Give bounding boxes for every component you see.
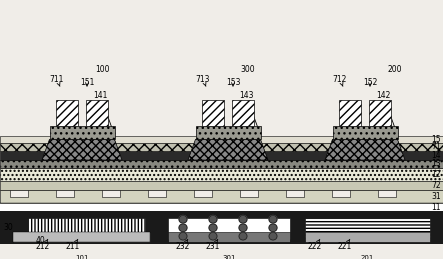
Bar	[332, 190, 350, 197]
Text: 30: 30	[3, 223, 13, 232]
Bar	[286, 190, 304, 197]
Text: 222: 222	[308, 239, 322, 251]
Bar	[378, 190, 396, 197]
Circle shape	[209, 224, 217, 232]
Text: 201: 201	[361, 255, 374, 259]
Circle shape	[209, 215, 217, 223]
Bar	[0, 143, 443, 150]
Circle shape	[269, 233, 277, 240]
Polygon shape	[188, 139, 268, 160]
Text: 143: 143	[239, 91, 259, 130]
Text: 132: 132	[388, 144, 402, 153]
Bar	[0, 190, 443, 203]
Bar	[148, 190, 166, 197]
Bar	[202, 100, 224, 126]
Bar	[28, 218, 145, 239]
Bar	[305, 233, 430, 242]
Bar	[0, 168, 443, 181]
Bar	[102, 190, 120, 197]
Bar	[13, 233, 150, 242]
Text: 212: 212	[36, 239, 50, 251]
Bar	[168, 233, 290, 242]
Text: 211: 211	[66, 239, 80, 251]
Circle shape	[179, 224, 187, 232]
Polygon shape	[325, 139, 405, 160]
Circle shape	[269, 224, 277, 232]
Text: 101: 101	[75, 255, 88, 259]
Text: 713: 713	[196, 75, 210, 86]
Text: 11: 11	[431, 203, 441, 212]
Circle shape	[179, 215, 187, 223]
Text: 231: 231	[206, 239, 220, 251]
Bar	[0, 136, 443, 143]
Polygon shape	[42, 139, 122, 160]
Text: 142: 142	[376, 91, 396, 130]
Bar	[86, 100, 108, 126]
Bar	[194, 190, 212, 197]
Circle shape	[239, 233, 247, 240]
Text: 40: 40	[35, 236, 45, 246]
Bar	[333, 126, 398, 139]
Bar	[369, 100, 391, 126]
Bar	[13, 233, 150, 242]
Bar	[50, 126, 115, 139]
Bar	[0, 203, 443, 211]
Bar	[0, 160, 443, 168]
Text: 300: 300	[241, 65, 255, 74]
Bar	[196, 126, 261, 139]
Circle shape	[239, 224, 247, 232]
Text: 14: 14	[431, 151, 441, 160]
Circle shape	[239, 215, 247, 223]
Bar	[232, 100, 254, 126]
Bar	[56, 100, 78, 126]
Text: 200: 200	[388, 65, 402, 74]
Text: 71: 71	[431, 142, 441, 151]
Text: 152: 152	[363, 78, 377, 87]
Text: 12: 12	[431, 170, 441, 179]
Bar	[0, 150, 443, 160]
Text: 13: 13	[431, 159, 441, 168]
Bar	[339, 100, 361, 126]
Text: 72: 72	[431, 181, 441, 190]
Text: 131: 131	[67, 144, 81, 153]
Bar	[56, 190, 74, 197]
Bar	[168, 218, 290, 239]
Text: 221: 221	[338, 239, 352, 251]
Circle shape	[269, 215, 277, 223]
Text: 711: 711	[50, 75, 64, 86]
Text: 15: 15	[431, 135, 441, 144]
Bar	[240, 190, 258, 197]
Circle shape	[179, 233, 187, 240]
Bar	[305, 218, 430, 239]
Circle shape	[209, 233, 217, 240]
Text: 151: 151	[80, 78, 94, 87]
Text: 301: 301	[222, 255, 236, 259]
Bar	[0, 181, 443, 190]
Text: 153: 153	[226, 78, 240, 87]
Text: 232: 232	[176, 239, 190, 251]
Text: 31: 31	[431, 192, 441, 201]
Text: 100: 100	[95, 65, 109, 74]
Bar	[0, 211, 443, 244]
Text: 141: 141	[93, 91, 113, 130]
Text: 712: 712	[333, 75, 347, 86]
Text: 133: 133	[213, 144, 227, 153]
Bar	[10, 190, 28, 197]
